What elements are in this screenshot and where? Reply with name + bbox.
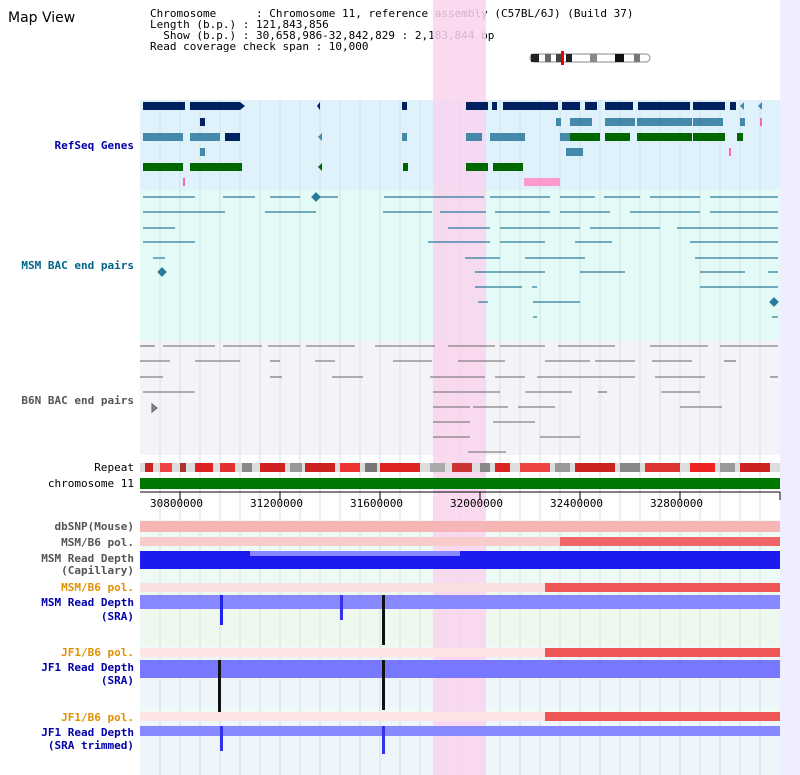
msm-sra-depth[interactable] [140,595,780,609]
track-label-jf1-depth-sra-sub: (SRA) [100,674,134,687]
tick-label: 31600000 [350,497,403,510]
track-label-chromosome: chromosome 11 [47,477,134,490]
selection-highlight[interactable] [433,0,486,775]
track-label-b6n-bac[interactable]: B6N BAC end pairs [21,394,134,407]
tick-label: 32000000 [450,497,503,510]
repeat-track[interactable] [140,463,780,472]
region-info: Chromosome : Chromosome 11, reference as… [150,8,633,41]
track-label-jf1-depth-sra[interactable]: JF1 Read Depth [41,661,134,674]
track-label-dbsnp[interactable]: dbSNP(Mouse) [54,520,134,533]
chromosome-bar[interactable] [140,478,780,489]
jf1-trimmed-depth[interactable] [140,726,780,736]
tick-label: 32400000 [550,497,603,510]
coverage-line: Read coverage check span : 10,000 [150,40,369,53]
track-label-repeat: Repeat [94,461,134,474]
track-label-jf1-depth-trim-sub: (SRA trimmed) [47,739,134,752]
track-label-jf1-depth-trim[interactable]: JF1 Read Depth [41,726,134,739]
track-label-msm-depth-cap[interactable]: MSM Read Depth [41,552,134,565]
b6n-bac-pairs[interactable] [140,345,778,453]
track-label-msm-b6-pol-2[interactable]: MSM/B6 pol. [61,581,134,594]
track-label-msm-depth-sra-sub: (SRA) [100,610,134,623]
refseq-genes[interactable] [143,102,762,186]
view-title: Map View [8,10,76,26]
tick-label: 32800000 [650,497,703,510]
track-label-msm-b6-pol[interactable]: MSM/B6 pol. [61,536,134,549]
position-axis [140,491,781,500]
tick-label: 31200000 [250,497,303,510]
track-label-jf1-b6-pol-2[interactable]: JF1/B6 pol. [61,711,134,724]
track-label-refseq[interactable]: RefSeq Genes [54,139,134,152]
jf1-sra-depth[interactable] [140,660,780,678]
track-label-msm-bac[interactable]: MSM BAC end pairs [21,259,134,272]
tick-label: 30800000 [150,497,203,510]
chromosome-ideogram[interactable] [529,51,651,65]
track-label-msm-depth-cap-sub: (Capillary) [61,564,134,577]
msm-bac-pairs[interactable] [143,192,779,318]
length-line: Length (b.p.) : 121,843,856 [150,18,329,31]
track-label-msm-depth-sra[interactable]: MSM Read Depth [41,596,134,609]
track-label-jf1-b6-pol[interactable]: JF1/B6 pol. [61,646,134,659]
